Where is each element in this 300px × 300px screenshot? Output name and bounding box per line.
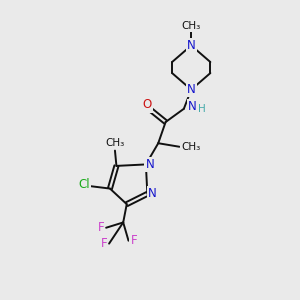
Text: CH₃: CH₃	[105, 138, 124, 148]
Text: N: N	[146, 158, 154, 171]
Text: N: N	[148, 188, 157, 200]
Text: CH₃: CH₃	[181, 142, 200, 152]
Text: N: N	[188, 100, 197, 113]
Text: CH₃: CH₃	[182, 21, 201, 31]
Text: Cl: Cl	[79, 178, 90, 191]
Text: H: H	[198, 104, 206, 114]
Text: F: F	[98, 221, 104, 234]
Text: N: N	[187, 83, 196, 96]
Text: O: O	[142, 98, 152, 111]
Text: N: N	[187, 39, 196, 52]
Text: F: F	[130, 234, 137, 247]
Text: F: F	[100, 237, 107, 250]
